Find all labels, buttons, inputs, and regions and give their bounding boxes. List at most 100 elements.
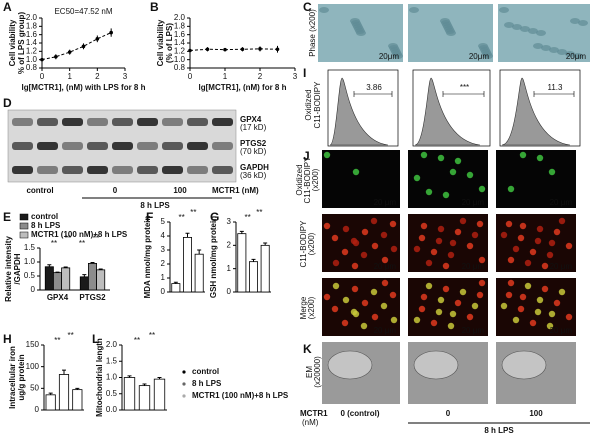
band [212,118,233,126]
cell [341,248,349,256]
cell [548,168,556,176]
legend-label: MCTR1 (100 nM)+8 h LPS [192,391,289,400]
band [187,142,208,150]
error-bar [197,249,202,255]
cell [466,242,474,250]
cell [553,228,561,236]
cell [519,293,527,301]
cell [478,256,486,264]
error-bar [98,268,103,270]
cell [524,259,532,267]
y-tick-label: 1.2 [174,46,186,55]
cell [536,296,544,304]
y-tick-label: 2.0 [106,340,118,349]
cell [332,259,340,267]
cell [425,259,433,267]
cell [420,151,428,159]
x-tick-label: 1 [67,72,72,81]
cell [471,231,479,239]
scale-bar-label: 20 μm [462,326,485,335]
panel-label: B [150,0,159,14]
panel-label: L [92,332,99,346]
error-bar [127,375,132,378]
y-tick-label: 1.4 [174,38,186,47]
cell [548,310,556,318]
cell [553,299,561,307]
y-tick-label: 1.5 [106,356,118,365]
error-bar [251,258,256,262]
band [12,166,33,174]
fluorescence-image [408,150,488,208]
y-tick-label: 3 [227,217,232,226]
cell [519,222,527,230]
cell [519,151,527,159]
chart-title: EC50=47.52 nM [54,7,112,16]
significance: ** [149,331,155,340]
cell [476,220,484,228]
cell [413,174,421,182]
bar [138,385,151,411]
cell [454,157,462,165]
y-tick-label: 1.0 [106,373,118,382]
error-bar [48,392,53,395]
cell [541,45,551,51]
bar [194,253,204,293]
band [187,118,208,126]
nucleus [413,350,459,380]
cell [341,319,349,327]
legend-swatch [19,213,29,221]
gate-label: *** [460,83,469,92]
cell [471,302,479,310]
cell [524,282,532,290]
error-bar [63,266,68,268]
bar [153,378,166,411]
cell [565,313,573,321]
band-label: GAPDH [240,163,269,172]
scale-bar-label: 20μm [566,52,587,61]
x-tick-label: GPX4 [47,293,69,302]
band [62,142,83,150]
y-axis-label: Relative intensity [4,236,13,302]
scale-bar-label: 20 μm [374,326,397,335]
cell [342,296,350,304]
nucleus [327,350,373,380]
cell [371,313,379,321]
cell [388,43,398,49]
point [40,57,44,62]
cell [520,26,530,32]
bar [183,236,192,293]
y-tick-label: 1.8 [26,21,38,30]
panel-label: H [3,332,12,346]
axis-label: MCTR1 [300,409,328,418]
cell [517,305,525,313]
legend-swatch [19,231,29,239]
histogram [329,77,389,146]
cell [478,279,486,287]
band [187,166,208,174]
scale-bar-label: 20 μm [462,198,485,207]
error-bar [82,274,87,277]
cell [440,18,450,24]
y-axis-label: ug/g protein [17,354,26,400]
error-bar [90,262,95,264]
y-tick-label: 0 [35,405,40,414]
bar [53,272,62,291]
y-tick-label: 2 [227,240,232,249]
legend-label: 8 h LPS [31,221,61,230]
cell [454,228,462,236]
bar [58,374,70,411]
y-tick-label: 1.6 [26,30,38,39]
group-label: 0 (control) [340,409,379,418]
cell [454,299,462,307]
y-tick-label: 5 [161,217,166,226]
y-tick-label: 100 [26,362,40,371]
cell [517,234,525,242]
cell [541,262,549,270]
y-tick-label: 0 [227,287,232,296]
gate [442,91,485,97]
gate-label: 3.86 [366,83,382,92]
cell [546,322,554,330]
point [258,47,262,51]
cell [558,217,566,225]
cell [507,185,515,193]
